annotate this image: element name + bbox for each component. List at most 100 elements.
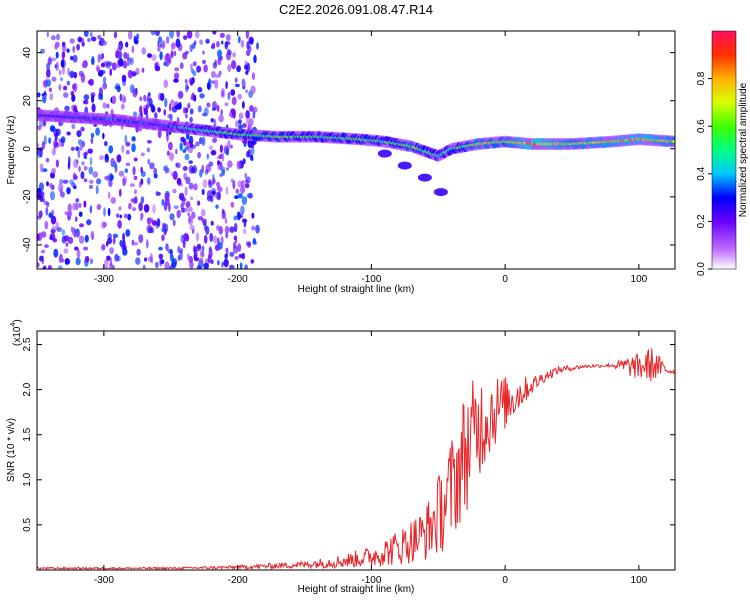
noise-blob: [217, 160, 221, 166]
noise-blob: [140, 178, 144, 185]
noise-blob: [189, 108, 194, 115]
noise-blob: [230, 178, 234, 183]
noise-blob: [128, 31, 133, 40]
noise-blob: [104, 259, 109, 266]
noise-blob: [95, 185, 99, 195]
noise-blob: [212, 235, 218, 244]
noise-blob: [70, 226, 74, 233]
x-tick-label: -200: [228, 274, 248, 285]
noise-blob: [110, 174, 115, 181]
noise-blob: [232, 52, 236, 58]
noise-blob: [81, 161, 85, 166]
noise-blob: [108, 145, 114, 154]
noise-blob: [145, 239, 149, 249]
noise-blob: [219, 173, 223, 178]
y-tick-label: 2.5: [22, 337, 33, 351]
noise-blob: [118, 170, 125, 177]
noise-blob: [225, 147, 230, 156]
noise-blob: [234, 195, 239, 200]
noise-blob: [209, 232, 214, 242]
noise-blob: [154, 112, 158, 119]
noise-blob: [102, 41, 107, 46]
noise-blob: [239, 262, 243, 269]
noise-blob: [230, 201, 235, 208]
noise-blob: [83, 165, 88, 171]
noise-blob: [215, 204, 219, 209]
noise-blob: [76, 159, 79, 164]
noise-blob: [90, 57, 95, 66]
noise-blob: [256, 42, 259, 50]
noise-blob: [62, 51, 66, 59]
noise-blob: [75, 257, 81, 266]
noise-blob: [69, 55, 74, 61]
noise-blob: [51, 148, 56, 156]
y-tick-label: 40: [22, 47, 33, 59]
y-tick-label: 20: [22, 95, 33, 107]
noise-blob: [245, 110, 250, 119]
noise-blob: [215, 74, 221, 78]
noise-blob: [224, 217, 228, 224]
noise-blob: [99, 155, 104, 161]
ridge-core: [672, 139, 675, 144]
noise-blob: [55, 51, 59, 59]
noise-blob: [62, 179, 69, 184]
noise-blob: [117, 219, 122, 229]
y-tick-label: 0: [22, 146, 33, 152]
branch-point: [417, 173, 432, 182]
noise-blob: [161, 40, 166, 50]
noise-blob: [121, 144, 125, 153]
noise-blob: [172, 219, 176, 227]
noise-blob: [246, 41, 250, 50]
noise-blob: [193, 183, 198, 191]
noise-blob: [151, 54, 157, 61]
noise-blob: [195, 141, 200, 147]
noise-blob: [52, 238, 58, 243]
noise-blob: [96, 178, 102, 185]
noise-blob: [46, 68, 51, 78]
noise-blob: [116, 213, 120, 218]
noise-blob: [71, 123, 76, 130]
noise-blob: [47, 57, 53, 65]
figure-title: C2E2.2026.091.08.47.R14: [279, 2, 433, 17]
noise-blob: [110, 197, 116, 204]
x-tick-label: -100: [361, 274, 381, 285]
noise-blob: [42, 168, 48, 173]
noise-blob: [124, 168, 128, 173]
noise-blob: [251, 145, 255, 156]
noise-blob: [167, 248, 173, 254]
noise-blob: [203, 234, 208, 244]
noise-blob: [159, 51, 163, 61]
noise-blob: [241, 80, 246, 86]
noise-blob: [102, 76, 107, 84]
noise-blob: [216, 225, 220, 231]
noise-blob: [217, 58, 222, 66]
noise-blob: [189, 206, 193, 213]
noise-blob: [74, 216, 78, 222]
noise-blob: [99, 54, 104, 61]
noise-blob: [122, 60, 128, 69]
spectrogram-x-ticks: -300 -200 -100 0 100: [94, 31, 648, 285]
noise-blob: [168, 202, 171, 212]
noise-blob: [146, 217, 152, 225]
noise-blob: [96, 204, 102, 210]
noise-blob: [61, 229, 66, 236]
noise-blob: [184, 186, 188, 196]
y-tick-label: -40: [22, 237, 33, 252]
noise-blob: [157, 46, 161, 52]
noise-blob: [223, 258, 229, 268]
colorbar-tick-label: 0.4: [696, 166, 707, 180]
noise-blob: [157, 107, 161, 113]
noise-blob: [234, 222, 238, 233]
noise-blob: [83, 200, 87, 208]
noise-blob: [89, 258, 94, 265]
noise-blob: [116, 154, 122, 163]
noise-blob: [171, 258, 178, 267]
noise-blob: [211, 178, 215, 186]
noise-blob: [103, 207, 106, 217]
noise-blob: [224, 41, 229, 50]
noise-blob: [83, 94, 90, 101]
noise-blob: [95, 127, 100, 136]
noise-blob: [109, 68, 112, 76]
noise-blob: [88, 78, 94, 86]
noise-blob: [148, 227, 153, 234]
